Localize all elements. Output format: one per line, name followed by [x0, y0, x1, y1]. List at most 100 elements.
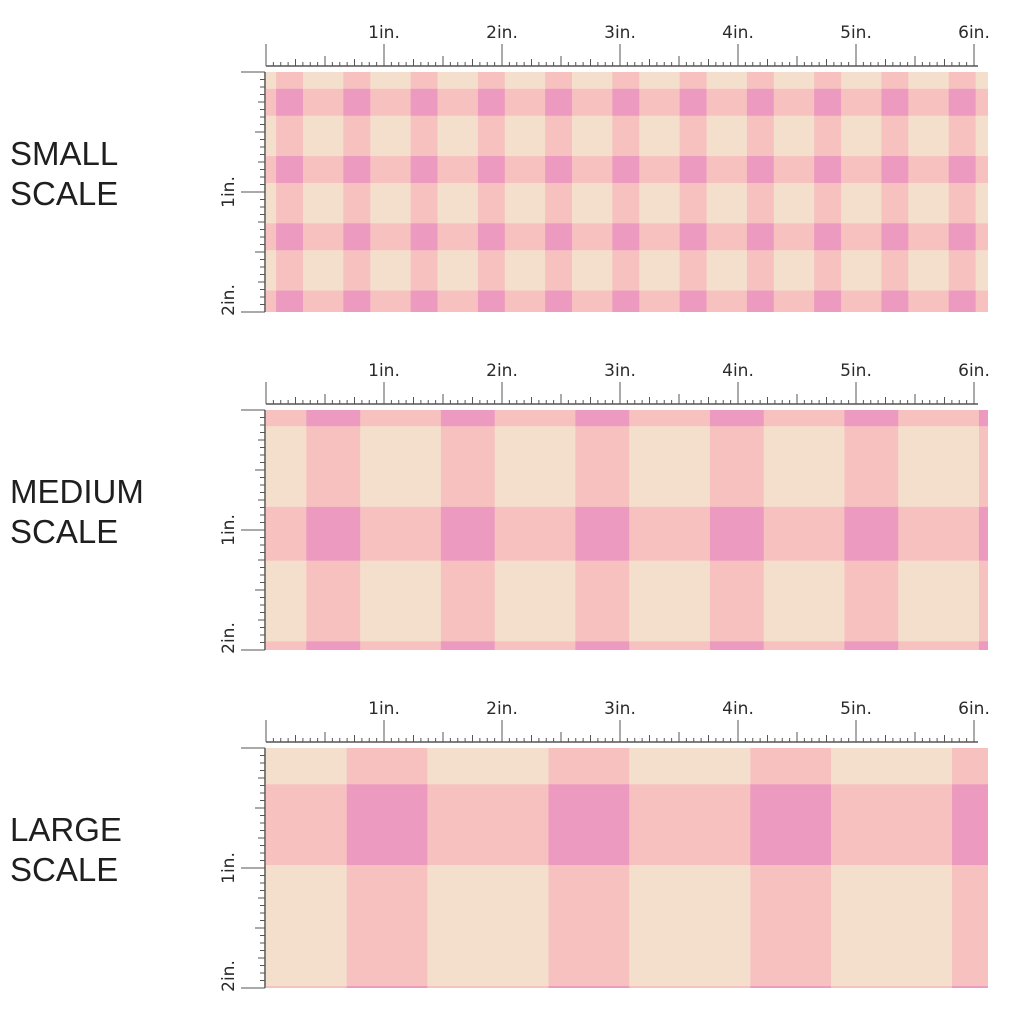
small-scale-swatch-panel: 1in. 2in. 3in. 4in. 5in. 6in. 1in. 2in. — [219, 23, 990, 316]
medium-scale-label-line-2: SCALE — [10, 513, 119, 550]
stripe-crossing — [612, 156, 640, 183]
stripe-crossing — [343, 22, 370, 49]
small-scale-label-line-2: SCALE — [10, 175, 119, 212]
stripe-crossing — [814, 22, 841, 49]
medium-scale-swatch-panel: 1in. 2in. 3in. 4in. 5in. 6in. 1in. 2in. — [219, 361, 990, 654]
top-ruler-label: 5in. — [840, 361, 872, 381]
stripe-crossing — [814, 290, 842, 312]
stripe-crossing — [881, 156, 909, 183]
vertical-stripe — [145, 748, 226, 988]
large-scale-label-line-1: LARGE — [10, 811, 122, 848]
stripe-crossing — [545, 223, 573, 251]
stripe-crossing — [477, 156, 505, 183]
large-scale-label-line-2: SCALE — [10, 851, 119, 888]
stripe-crossing — [172, 372, 226, 426]
stripe-crossing — [575, 410, 630, 427]
stripe-crossing — [709, 641, 764, 650]
stripe-crossing — [1016, 89, 1024, 116]
stripe-crossing — [679, 223, 707, 251]
medium-scale-label: MEDIUM SCALE — [10, 472, 144, 552]
stripe-crossing — [477, 88, 505, 116]
stripe-crossing — [477, 223, 505, 251]
top-ruler-label: 1in. — [368, 361, 400, 381]
stripe-crossing — [440, 641, 495, 650]
top-ruler-label: 2in. — [486, 361, 518, 381]
stripe-crossing — [575, 641, 630, 650]
stripe-crossing — [548, 784, 630, 866]
stripe-crossing — [881, 290, 909, 312]
top-ruler-label: 3in. — [604, 699, 636, 719]
stripe-crossing — [346, 784, 428, 866]
stripe-crossing — [679, 156, 707, 183]
top-ruler: 1in. 2in. 3in. 4in. 5in. 6in. — [265, 23, 990, 67]
stripe-crossing — [575, 506, 630, 561]
side-ruler: 1in. 2in. — [219, 409, 266, 654]
top-ruler-label: 3in. — [604, 361, 636, 381]
stripe-crossing — [410, 88, 438, 116]
side-ruler-label: 1in. — [219, 514, 239, 546]
stripe-crossing — [545, 22, 572, 49]
stripe-crossing — [1016, 156, 1024, 183]
side-ruler-label: 1in. — [219, 176, 239, 208]
stripe-crossing — [978, 506, 988, 561]
stripe-crossing — [709, 410, 764, 427]
stripe-crossing — [545, 290, 573, 312]
stripe-crossing — [545, 156, 573, 183]
vertical-stripe — [952, 748, 988, 988]
horizontal-stripe — [266, 986, 988, 988]
vertical-stripe — [346, 748, 428, 988]
stripe-crossing — [952, 986, 988, 988]
stripe-crossing — [477, 290, 505, 312]
stripe-crossing — [680, 22, 707, 49]
large-scale-label: LARGE SCALE — [10, 810, 122, 890]
stripe-crossing — [679, 88, 707, 116]
stripe-crossing — [814, 223, 842, 251]
top-ruler-label: 4in. — [722, 361, 754, 381]
stripe-crossing — [276, 22, 303, 49]
stripe-crossing — [746, 223, 774, 251]
stripe-crossing — [612, 290, 640, 312]
top-ruler-label: 5in. — [840, 23, 872, 43]
stripe-crossing — [679, 290, 707, 312]
side-ruler-label: 2in. — [219, 284, 239, 316]
small-scale-label-line-1: SMALL — [10, 135, 119, 172]
stripe-crossing — [172, 507, 226, 561]
stripe-crossing — [978, 641, 988, 650]
vertical-stripe — [548, 748, 630, 988]
stripe-crossing — [410, 156, 438, 183]
stripe-crossing — [440, 410, 495, 427]
stripe-crossing — [343, 223, 371, 251]
stripe-crossing — [346, 986, 428, 988]
stripe-crossing — [814, 156, 842, 183]
stripe-crossing — [548, 986, 630, 988]
stripe-crossing — [145, 784, 226, 865]
gingham-swatch — [145, 748, 988, 1024]
stripe-crossing — [746, 156, 774, 183]
small-scale-label: SMALL SCALE — [10, 134, 118, 214]
stripe-crossing — [814, 88, 842, 116]
stripe-crossing — [750, 986, 831, 988]
side-ruler: 1in. 2in. — [219, 71, 266, 316]
stripe-crossing — [746, 88, 774, 116]
vertical-stripe — [172, 410, 226, 650]
gingham-swatch — [172, 372, 988, 650]
large-scale-swatch-panel: 1in. 2in. 3in. 4in. 5in. 6in. 1in. 2in. — [219, 699, 990, 992]
vertical-stripe — [750, 748, 831, 988]
top-ruler-label: 1in. — [368, 23, 400, 43]
top-ruler-label: 6in. — [958, 23, 990, 43]
stripe-crossing — [948, 223, 976, 251]
gingham-swatch — [209, 22, 1024, 312]
side-ruler-label: 2in. — [219, 960, 239, 992]
stripe-crossing — [545, 88, 573, 116]
stripe-crossing — [1016, 22, 1024, 49]
side-ruler-label: 1in. — [219, 852, 239, 884]
stripe-crossing — [1016, 223, 1024, 250]
stripe-crossing — [209, 223, 236, 250]
stripe-crossing — [881, 223, 909, 251]
stripe-crossing — [844, 410, 899, 427]
stripe-crossing — [145, 986, 226, 1024]
stripe-crossing — [440, 506, 495, 561]
stripe-crossing — [410, 290, 438, 312]
stripe-crossing — [306, 410, 361, 427]
top-ruler-label: 2in. — [486, 699, 518, 719]
